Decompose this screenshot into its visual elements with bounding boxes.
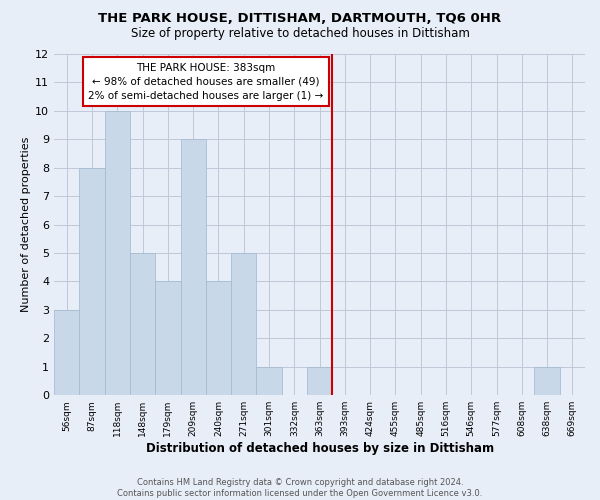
Text: Contains HM Land Registry data © Crown copyright and database right 2024.
Contai: Contains HM Land Registry data © Crown c…: [118, 478, 482, 498]
Bar: [231, 253, 256, 395]
Bar: [130, 253, 155, 395]
Bar: [155, 282, 181, 395]
Text: THE PARK HOUSE, DITTISHAM, DARTMOUTH, TQ6 0HR: THE PARK HOUSE, DITTISHAM, DARTMOUTH, TQ…: [98, 12, 502, 26]
Bar: [54, 310, 79, 395]
Text: Size of property relative to detached houses in Dittisham: Size of property relative to detached ho…: [131, 28, 469, 40]
Bar: [79, 168, 105, 395]
Text: THE PARK HOUSE: 383sqm
← 98% of detached houses are smaller (49)
2% of semi-deta: THE PARK HOUSE: 383sqm ← 98% of detached…: [88, 62, 323, 100]
Bar: [535, 367, 560, 395]
Bar: [181, 140, 206, 395]
X-axis label: Distribution of detached houses by size in Dittisham: Distribution of detached houses by size …: [146, 442, 494, 455]
Y-axis label: Number of detached properties: Number of detached properties: [21, 137, 31, 312]
Bar: [256, 367, 281, 395]
Bar: [307, 367, 332, 395]
Bar: [206, 282, 231, 395]
Bar: [105, 111, 130, 395]
